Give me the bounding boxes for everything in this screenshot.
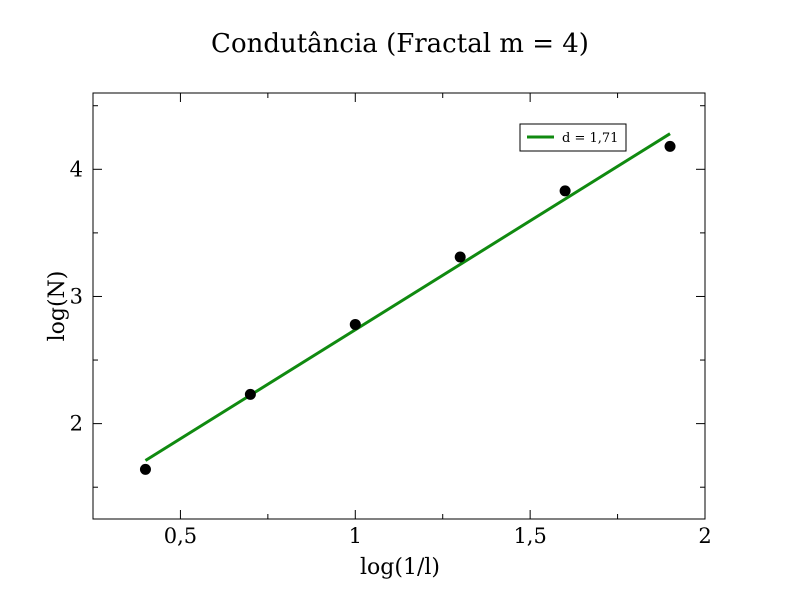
axis-ticks: [93, 93, 706, 519]
x-tick-label: 0,5: [164, 524, 197, 548]
y-tick-label: 2: [70, 412, 83, 436]
data-marks: [139, 132, 676, 475]
data-point: [664, 140, 676, 152]
plot-frame: [92, 92, 706, 520]
x-tick-label: 1,5: [513, 524, 546, 548]
chart-title: Condutância (Fractal m = 4): [211, 29, 589, 59]
x-tick-label: 2: [698, 524, 711, 548]
data-point: [349, 318, 361, 330]
y-tick-label: 4: [70, 157, 83, 181]
data-point: [139, 463, 151, 475]
x-axis-label: log(1/l): [360, 555, 440, 580]
y-tick-label: 3: [70, 284, 83, 308]
fit-line: [144, 132, 671, 462]
data-point: [454, 251, 466, 263]
y-axis-label: log(N): [45, 271, 70, 342]
legend-label: d = 1,71: [562, 131, 618, 146]
data-point: [244, 388, 256, 400]
axis-tick-labels: 0,5 1 1,5 2 2 3 4: [70, 157, 712, 548]
legend: d = 1,71: [519, 123, 627, 152]
x-tick-label: 1: [349, 524, 362, 548]
data-point: [559, 185, 571, 197]
